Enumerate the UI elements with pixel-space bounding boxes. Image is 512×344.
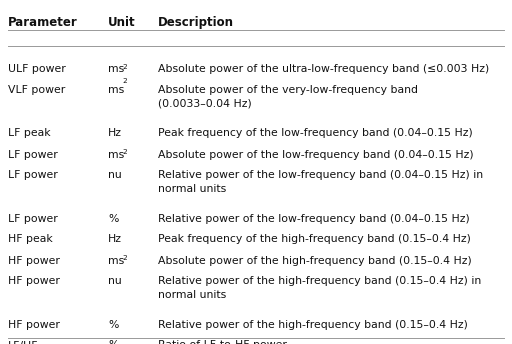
Text: normal units: normal units <box>158 184 226 194</box>
Text: Relative power of the low-frequency band (0.04–0.15 Hz): Relative power of the low-frequency band… <box>158 214 470 224</box>
Text: 2: 2 <box>122 64 127 70</box>
Text: 2: 2 <box>122 149 127 155</box>
Text: Parameter: Parameter <box>8 16 78 29</box>
Text: Hz: Hz <box>108 235 122 245</box>
Text: Unit: Unit <box>108 16 136 29</box>
Text: LF/HF: LF/HF <box>8 341 38 344</box>
Text: Relative power of the high-frequency band (0.15–0.4 Hz): Relative power of the high-frequency ban… <box>158 320 468 330</box>
Text: ms: ms <box>108 65 124 75</box>
Text: nu: nu <box>108 170 122 180</box>
Text: Relative power of the high-frequency band (0.15–0.4 Hz) in: Relative power of the high-frequency ban… <box>158 276 481 286</box>
Text: nu: nu <box>108 276 122 286</box>
Text: LF power: LF power <box>8 214 58 224</box>
Text: HF power: HF power <box>8 256 60 266</box>
Text: HF power: HF power <box>8 276 60 286</box>
Text: 2: 2 <box>122 255 127 261</box>
Text: %: % <box>108 320 118 330</box>
Text: Peak frequency of the low-frequency band (0.04–0.15 Hz): Peak frequency of the low-frequency band… <box>158 129 473 139</box>
Text: Absolute power of the ultra-low-frequency band (≤0.003 Hz): Absolute power of the ultra-low-frequenc… <box>158 65 489 75</box>
Text: LF peak: LF peak <box>8 129 51 139</box>
Text: HF power: HF power <box>8 320 60 330</box>
Text: %: % <box>108 341 118 344</box>
Text: ms: ms <box>108 256 124 266</box>
Text: VLF power: VLF power <box>8 85 65 95</box>
Text: Ratio of LF-to-HF power: Ratio of LF-to-HF power <box>158 341 287 344</box>
Text: LF power: LF power <box>8 170 58 180</box>
Text: Absolute power of the low-frequency band (0.04–0.15 Hz): Absolute power of the low-frequency band… <box>158 150 474 160</box>
Text: (0.0033–0.04 Hz): (0.0033–0.04 Hz) <box>158 99 252 109</box>
Text: ms: ms <box>108 150 124 160</box>
Text: Peak frequency of the high-frequency band (0.15–0.4 Hz): Peak frequency of the high-frequency ban… <box>158 235 471 245</box>
Text: Absolute power of the very-low-frequency band: Absolute power of the very-low-frequency… <box>158 85 418 95</box>
Text: Description: Description <box>158 16 234 29</box>
Text: Absolute power of the high-frequency band (0.15–0.4 Hz): Absolute power of the high-frequency ban… <box>158 256 472 266</box>
Text: Hz: Hz <box>108 129 122 139</box>
Text: Relative power of the low-frequency band (0.04–0.15 Hz) in: Relative power of the low-frequency band… <box>158 170 483 180</box>
Text: ULF power: ULF power <box>8 65 66 75</box>
Text: ms: ms <box>108 85 124 95</box>
Text: HF peak: HF peak <box>8 235 53 245</box>
Text: %: % <box>108 214 118 224</box>
Text: normal units: normal units <box>158 290 226 300</box>
Text: LF power: LF power <box>8 150 58 160</box>
Text: 2: 2 <box>122 78 127 84</box>
